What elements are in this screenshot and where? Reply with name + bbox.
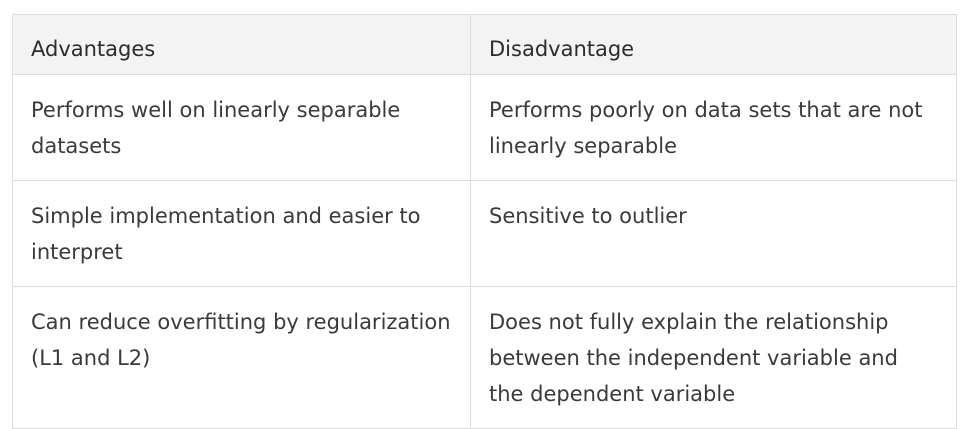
table-cell-disadvantage: Performs poorly on data sets that are no… bbox=[470, 74, 957, 181]
table-header-row: Advantages Disadvantage bbox=[12, 14, 957, 75]
table-cell-advantage: Can reduce overfitting by regularization… bbox=[12, 286, 471, 429]
header-advantages: Advantages bbox=[12, 14, 471, 75]
advantages-disadvantages-table: Advantages Disadvantage Performs well on… bbox=[12, 14, 957, 429]
header-disadvantage: Disadvantage bbox=[470, 14, 957, 75]
comparison-table-container: Advantages Disadvantage Performs well on… bbox=[12, 14, 957, 429]
table-row: Can reduce overfitting by regularization… bbox=[12, 286, 957, 429]
table-header: Advantages Disadvantage bbox=[12, 14, 957, 75]
table-cell-advantage: Performs well on linearly separable data… bbox=[12, 74, 471, 181]
table-cell-disadvantage: Sensitive to outlier bbox=[470, 180, 957, 287]
table-cell-advantage: Simple implementation and easier to inte… bbox=[12, 180, 471, 287]
table-cell-disadvantage: Does not fully explain the relationship … bbox=[470, 286, 957, 429]
table-row: Performs well on linearly separable data… bbox=[12, 74, 957, 181]
table-row: Simple implementation and easier to inte… bbox=[12, 180, 957, 287]
table-body: Performs well on linearly separable data… bbox=[12, 74, 957, 429]
